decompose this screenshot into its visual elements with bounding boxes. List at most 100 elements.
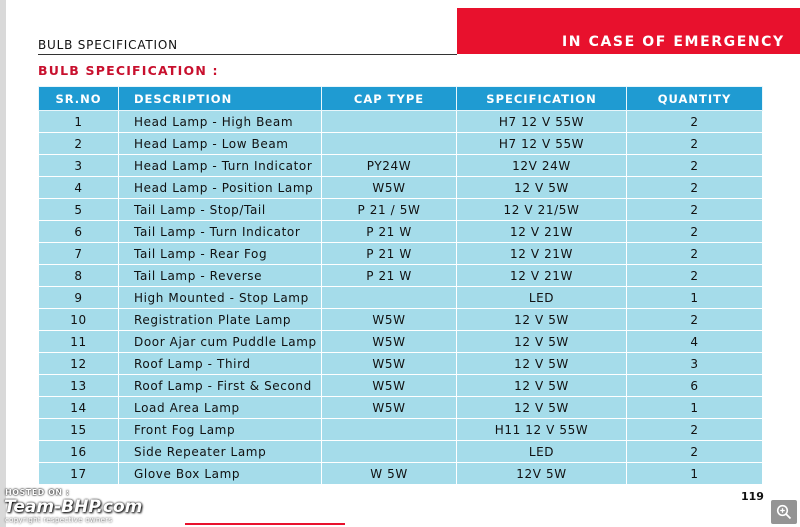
cell-cap-type: W5W bbox=[321, 308, 457, 331]
cell-specification: H11 12 V 55W bbox=[456, 418, 627, 441]
header-divider bbox=[38, 54, 457, 55]
cell-cap-type bbox=[321, 418, 457, 441]
cell-cap-type: P 21 W bbox=[321, 264, 457, 287]
cell-description: Door Ajar cum Puddle Lamp bbox=[118, 330, 322, 353]
cell-specification: LED bbox=[456, 440, 627, 463]
cell-cap-type bbox=[321, 440, 457, 463]
cell-specification: LED bbox=[456, 286, 627, 309]
table-header-row: SR.NO DESCRIPTION CAP TYPE SPECIFICATION… bbox=[38, 86, 763, 111]
cell-quantity: 2 bbox=[626, 308, 763, 331]
cell-quantity: 1 bbox=[626, 396, 763, 419]
cell-sr-no: 12 bbox=[38, 352, 119, 375]
cell-specification: 12 V 21/5W bbox=[456, 198, 627, 221]
cell-quantity: 3 bbox=[626, 352, 763, 375]
zoom-button[interactable] bbox=[771, 500, 797, 524]
column-header-description: DESCRIPTION bbox=[118, 86, 322, 111]
cell-cap-type bbox=[321, 110, 457, 133]
cell-description: High Mounted - Stop Lamp bbox=[118, 286, 322, 309]
cell-specification: H7 12 V 55W bbox=[456, 110, 627, 133]
column-header-cap-type: CAP TYPE bbox=[321, 86, 457, 111]
cell-sr-no: 6 bbox=[38, 220, 119, 243]
column-header-sr: SR.NO bbox=[38, 86, 119, 111]
watermark-copyright: copyright respective owners bbox=[5, 516, 113, 524]
column-header-quantity: QUANTITY bbox=[626, 86, 763, 111]
cell-quantity: 2 bbox=[626, 418, 763, 441]
cell-specification: 12 V 21W bbox=[456, 220, 627, 243]
cell-sr-no: 17 bbox=[38, 462, 119, 485]
cell-quantity: 1 bbox=[626, 462, 763, 485]
cell-cap-type: W 5W bbox=[321, 462, 457, 485]
cell-sr-no: 3 bbox=[38, 154, 119, 177]
cell-description: Tail Lamp - Stop/Tail bbox=[118, 198, 322, 221]
cell-description: Roof Lamp - First & Second bbox=[118, 374, 322, 397]
cell-description: Head Lamp - High Beam bbox=[118, 110, 322, 133]
cell-specification: 12 V 5W bbox=[456, 396, 627, 419]
cell-cap-type bbox=[321, 286, 457, 309]
cell-description: Side Repeater Lamp bbox=[118, 440, 322, 463]
cell-quantity: 2 bbox=[626, 220, 763, 243]
cell-quantity: 2 bbox=[626, 242, 763, 265]
cell-sr-no: 5 bbox=[38, 198, 119, 221]
cell-specification: H7 12 V 55W bbox=[456, 132, 627, 155]
cell-description: Front Fog Lamp bbox=[118, 418, 322, 441]
cell-quantity: 2 bbox=[626, 176, 763, 199]
table-row: 5 Tail Lamp - Stop/Tail P 21 / 5W 12 V 21/5… bbox=[38, 198, 763, 221]
table-row: 3 Head Lamp - Turn Indicator PY24W 12V 24W 2 bbox=[38, 154, 763, 177]
table-row: 8 Tail Lamp - Reverse P 21 W 12 V 21W 2 bbox=[38, 264, 763, 287]
cell-description: Head Lamp - Low Beam bbox=[118, 132, 322, 155]
cell-sr-no: 13 bbox=[38, 374, 119, 397]
cell-cap-type: P 21 W bbox=[321, 242, 457, 265]
cell-quantity: 4 bbox=[626, 330, 763, 353]
emergency-banner bbox=[457, 8, 800, 54]
cell-sr-no: 16 bbox=[38, 440, 119, 463]
watermark-hosted-on: HOSTED ON : bbox=[5, 488, 70, 497]
page-number: 119 bbox=[741, 490, 764, 503]
cell-quantity: 2 bbox=[626, 264, 763, 287]
cell-sr-no: 11 bbox=[38, 330, 119, 353]
cell-quantity: 2 bbox=[626, 154, 763, 177]
bottom-divider bbox=[185, 523, 345, 525]
page-edge-shadow bbox=[0, 0, 6, 527]
watermark-logo: Team-BHP.com bbox=[4, 497, 143, 517]
cell-description: Tail Lamp - Reverse bbox=[118, 264, 322, 287]
table-row: 9 High Mounted - Stop Lamp LED 1 bbox=[38, 286, 763, 309]
cell-cap-type: W5W bbox=[321, 396, 457, 419]
cell-quantity: 2 bbox=[626, 440, 763, 463]
section-title: BULB SPECIFICATION : bbox=[38, 63, 219, 78]
table-body: 1 Head Lamp - High Beam H7 12 V 55W 2 2 Head … bbox=[38, 110, 763, 485]
cell-specification: 12 V 5W bbox=[456, 308, 627, 331]
table-row: 15 Front Fog Lamp H11 12 V 55W 2 bbox=[38, 418, 763, 441]
cell-specification: 12 V 21W bbox=[456, 264, 627, 287]
cell-description: Tail Lamp - Rear Fog bbox=[118, 242, 322, 265]
cell-description: Tail Lamp - Turn Indicator bbox=[118, 220, 322, 243]
table-row: 6 Tail Lamp - Turn Indicator P 21 W 12 V 21… bbox=[38, 220, 763, 243]
table-row: 17 Glove Box Lamp W 5W 12V 5W 1 bbox=[38, 462, 763, 485]
cell-description: Head Lamp - Position Lamp bbox=[118, 176, 322, 199]
cell-quantity: 6 bbox=[626, 374, 763, 397]
header-title: BULB SPECIFICATION bbox=[38, 38, 178, 52]
cell-description: Head Lamp - Turn Indicator bbox=[118, 154, 322, 177]
bulb-spec-table: SR.NO DESCRIPTION CAP TYPE SPECIFICATION… bbox=[38, 86, 763, 485]
cell-sr-no: 2 bbox=[38, 132, 119, 155]
cell-sr-no: 10 bbox=[38, 308, 119, 331]
column-header-specification: SPECIFICATION bbox=[456, 86, 627, 111]
table-row: 16 Side Repeater Lamp LED 2 bbox=[38, 440, 763, 463]
cell-cap-type: PY24W bbox=[321, 154, 457, 177]
table-row: 11 Door Ajar cum Puddle Lamp W5W 12 V 5W 4 bbox=[38, 330, 763, 353]
cell-sr-no: 9 bbox=[38, 286, 119, 309]
cell-sr-no: 14 bbox=[38, 396, 119, 419]
cell-cap-type: P 21 W bbox=[321, 220, 457, 243]
cell-sr-no: 1 bbox=[38, 110, 119, 133]
cell-specification: 12V 24W bbox=[456, 154, 627, 177]
zoom-in-icon bbox=[776, 504, 792, 520]
cell-sr-no: 7 bbox=[38, 242, 119, 265]
cell-specification: 12V 5W bbox=[456, 462, 627, 485]
cell-sr-no: 4 bbox=[38, 176, 119, 199]
table-row: 13 Roof Lamp - First & Second W5W 12 V 5W 6 bbox=[38, 374, 763, 397]
cell-cap-type: W5W bbox=[321, 176, 457, 199]
cell-cap-type: W5W bbox=[321, 352, 457, 375]
cell-cap-type bbox=[321, 132, 457, 155]
cell-sr-no: 8 bbox=[38, 264, 119, 287]
cell-cap-type: W5W bbox=[321, 330, 457, 353]
cell-quantity: 2 bbox=[626, 110, 763, 133]
